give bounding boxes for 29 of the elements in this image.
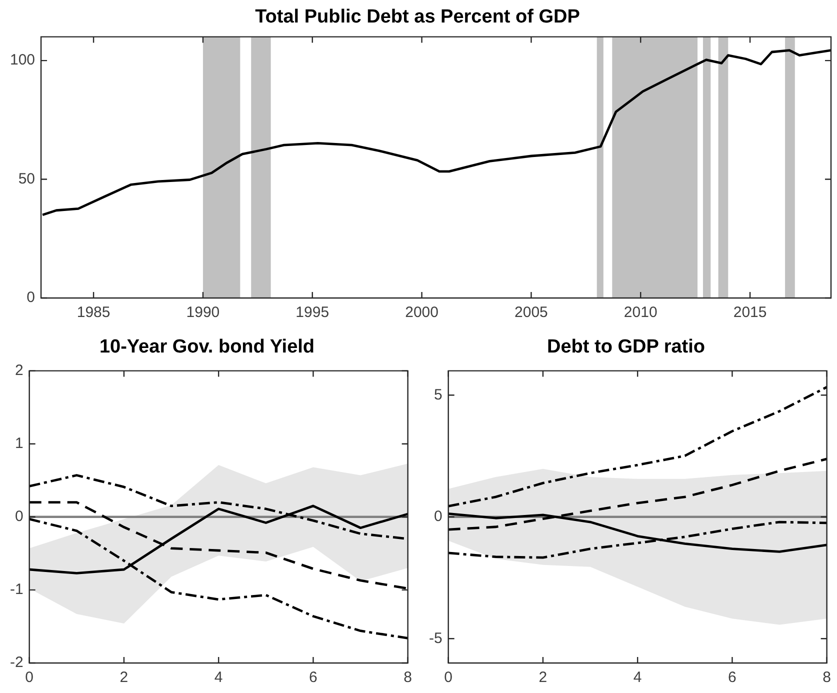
x-tick-label: 2 [120,669,128,686]
y-tick-label: 0 [26,289,36,306]
y-tick-label: 50 [18,170,36,188]
x-tick-label: 2000 [405,304,438,322]
chart-title: Total Public Debt as Percent of GDP [255,6,580,28]
x-tick-label: 8 [822,669,831,686]
y-tick-label: -1 [10,581,24,598]
x-tick-label: 1985 [76,304,110,322]
y-tick-label: 5 [434,386,442,404]
y-tick-label: 0 [14,508,24,526]
x-tick-label: 2015 [733,304,767,322]
x-tick-label: 6 [309,669,318,686]
x-tick-label: 8 [404,669,412,686]
x-tick-label: 4 [633,669,642,686]
chart-title: 10-Year Gov. bond Yield [99,336,315,358]
y-tick-label: -5 [428,630,442,647]
y-tick-label: 2 [14,362,24,379]
x-tick-label: 2 [538,669,548,686]
chart-title: Debt to GDP ratio [547,336,705,358]
x-tick-label: 2005 [514,304,548,322]
y-tick-label: 0 [434,508,442,526]
x-tick-label: 6 [728,669,736,686]
y-tick-label: 100 [10,52,36,69]
y-tick-label: 1 [14,434,24,452]
x-tick-label: 1990 [186,304,220,322]
x-tick-label: 2010 [624,304,658,322]
y-tick-label: -2 [10,654,24,672]
x-tick-label: 4 [214,669,223,686]
x-tick-label: 1995 [296,304,330,322]
